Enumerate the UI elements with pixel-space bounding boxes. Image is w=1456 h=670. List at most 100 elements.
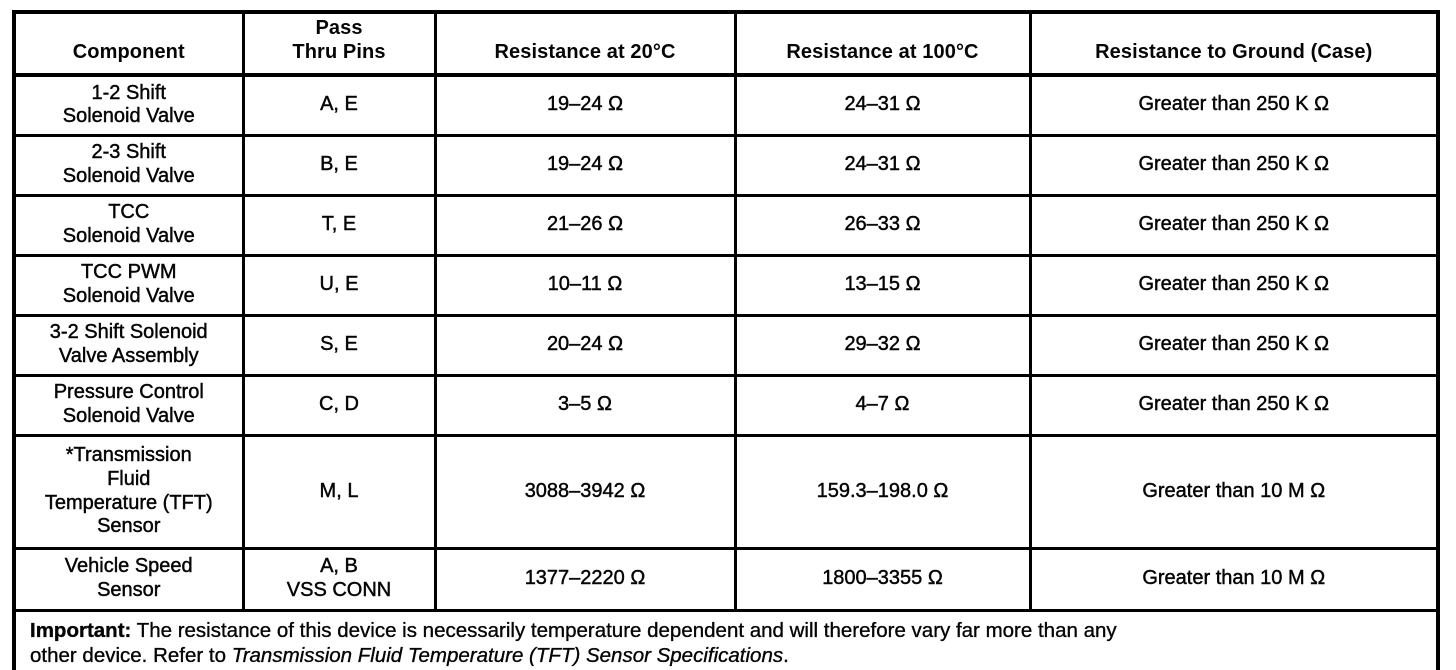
cell-text: Solenoid Valve xyxy=(62,285,195,307)
table-body: 1-2 Shift Solenoid Valve A, E 19–24 Ω 24–31 … xyxy=(12,73,1440,670)
table-row: TCC Solenoid Valve T, E 21–26 Ω 26–33 Ω Great… xyxy=(12,193,1440,257)
cell-text: TCC xyxy=(108,201,150,224)
table-row: TCC PWM Solenoid Valve U, E 10–11 Ω 13–15 Ω G… xyxy=(12,253,1440,317)
cell-text: 29–32 Ω xyxy=(844,333,921,356)
cell-text: Pressure Control xyxy=(53,381,204,404)
pass-thru-pins-cell: A, B VSS CONN xyxy=(241,546,437,612)
important-note-row: Important: The resistance of this device… xyxy=(12,608,1440,670)
table-row: Vehicle Speed Sensor A, B VSS CONN 1377–2220… xyxy=(12,546,1440,612)
header-resistance-ground: Resistance to Ground (Case) xyxy=(1028,10,1440,77)
resistance-20c-cell: 3–5 Ω xyxy=(433,373,737,437)
resistance-100c-cell: 4–7 Ω xyxy=(733,373,1032,437)
cell-text: 21–26 Ω xyxy=(546,213,624,236)
cell-text: 24–31 Ω xyxy=(844,153,921,176)
cell-text: Vehicle Speed xyxy=(64,555,193,578)
cell-text: Solenoid Valve xyxy=(62,225,195,247)
component-cell: TCC PWM Solenoid Valve xyxy=(12,253,245,317)
cell-text: B, E xyxy=(320,153,358,176)
table-row: 2-3 Shift Solenoid Valve B, E 19–24 Ω 24–31 … xyxy=(12,133,1440,197)
cell-text: Fluid xyxy=(107,467,151,490)
cell-text: M, L xyxy=(319,479,359,502)
resistance-100c-cell: 159.3–198.0 Ω xyxy=(733,433,1032,550)
cell-text: 2-3 Shift xyxy=(91,141,166,164)
note-text: other device. Refer to xyxy=(30,644,232,668)
cell-text: 3088–3942 Ω xyxy=(524,479,646,502)
cell-text: Temperature (TFT) xyxy=(44,491,213,514)
resistance-100c-cell: 24–31 Ω xyxy=(733,73,1032,137)
cell-text: VSS CONN xyxy=(286,579,392,601)
cell-text: Greater than 250 K Ω xyxy=(1138,93,1330,116)
cell-text: A, B xyxy=(320,555,358,578)
cell-text: 1377–2220 Ω xyxy=(524,567,646,590)
resistance-ground-cell: Greater than 250 K Ω xyxy=(1028,133,1440,197)
resistance-ground-cell: Greater than 10 M Ω xyxy=(1028,433,1440,550)
header-resistance-100c: Resistance at 100°C xyxy=(733,10,1032,77)
cell-text: 13–15 Ω xyxy=(844,273,921,296)
cell-text: Greater than 250 K Ω xyxy=(1138,393,1330,416)
resistance-spec-table: Component Pass Thru Pins Resistance at 2… xyxy=(12,10,1440,670)
table-header: Component Pass Thru Pins Resistance at 2… xyxy=(12,10,1440,77)
important-note-cell: Important: The resistance of this device… xyxy=(12,608,1440,670)
resistance-20c-cell: 10–11 Ω xyxy=(433,253,737,317)
cell-text: TCC PWM xyxy=(80,261,177,284)
cell-text: Greater than 250 K Ω xyxy=(1138,213,1330,236)
pass-thru-pins-cell: B, E xyxy=(241,133,437,197)
header-component: Component xyxy=(12,10,245,77)
resistance-20c-cell: 19–24 Ω xyxy=(433,133,737,197)
resistance-20c-cell: 19–24 Ω xyxy=(433,73,737,137)
resistance-100c-cell: 13–15 Ω xyxy=(733,253,1032,317)
resistance-ground-cell: Greater than 250 K Ω xyxy=(1028,193,1440,257)
cell-text: 159.3–198.0 Ω xyxy=(816,479,949,502)
header-text: Component xyxy=(72,41,185,63)
cell-text: Solenoid Valve xyxy=(62,405,195,427)
component-cell: *Transmission Fluid Temperature (TFT) Senso… xyxy=(12,433,245,550)
component-cell: 2-3 Shift Solenoid Valve xyxy=(12,133,245,197)
header-resistance-20c: Resistance at 20°C xyxy=(433,10,737,77)
resistance-100c-cell: 26–33 Ω xyxy=(733,193,1032,257)
cell-text: 1800–3355 Ω xyxy=(822,567,943,590)
resistance-20c-cell: 21–26 Ω xyxy=(433,193,737,257)
cell-text: 3-2 Shift Solenoid xyxy=(49,321,208,344)
resistance-20c-cell: 1377–2220 Ω xyxy=(433,546,737,612)
note-line-1: Important: The resistance of this device… xyxy=(30,618,1424,644)
header-text: Thru Pins xyxy=(292,41,386,63)
cell-text: 19–24 Ω xyxy=(546,153,624,176)
cell-text: Greater than 250 K Ω xyxy=(1138,153,1330,176)
resistance-100c-cell: 24–31 Ω xyxy=(733,133,1032,197)
note-text: The resistance of this device is necessa… xyxy=(131,618,1117,642)
header-text: Resistance to Ground (Case) xyxy=(1095,41,1373,63)
cell-text: 3–5 Ω xyxy=(558,393,612,416)
pass-thru-pins-cell: T, E xyxy=(241,193,437,257)
resistance-20c-cell: 3088–3942 Ω xyxy=(433,433,737,550)
cell-text: Greater than 250 K Ω xyxy=(1138,333,1330,356)
component-cell: TCC Solenoid Valve xyxy=(12,193,245,257)
cell-text: 19–24 Ω xyxy=(546,93,624,116)
cell-text: 26–33 Ω xyxy=(844,213,921,236)
cell-text: Valve Assembly xyxy=(58,345,199,367)
component-cell: 1-2 Shift Solenoid Valve xyxy=(12,73,245,137)
header-text: Pass xyxy=(315,17,363,39)
note-text: . xyxy=(783,644,789,668)
pass-thru-pins-cell: A, E xyxy=(241,73,437,137)
cell-text: Solenoid Valve xyxy=(62,165,195,187)
table-row: 3-2 Shift Solenoid Valve Assembly S, E 20–2… xyxy=(12,313,1440,377)
pass-thru-pins-cell: S, E xyxy=(241,313,437,377)
header-text: Resistance at 100°C xyxy=(786,41,979,63)
component-cell: 3-2 Shift Solenoid Valve Assembly xyxy=(12,313,245,377)
cell-text: 10–11 Ω xyxy=(547,273,623,296)
resistance-ground-cell: Greater than 250 K Ω xyxy=(1028,253,1440,317)
header-text: Resistance at 20°C xyxy=(494,41,676,63)
resistance-ground-cell: Greater than 10 M Ω xyxy=(1028,546,1440,612)
resistance-ground-cell: Greater than 250 K Ω xyxy=(1028,373,1440,437)
cell-text: 1-2 Shift xyxy=(91,81,166,104)
note-line-2: other device. Refer to Transmission Flui… xyxy=(30,643,1424,669)
cell-text: Greater than 10 M Ω xyxy=(1142,479,1326,502)
cell-text: S, E xyxy=(320,333,358,356)
cell-text: U, E xyxy=(319,273,359,296)
pass-thru-pins-cell: M, L xyxy=(241,433,437,550)
cell-text: A, E xyxy=(320,93,358,116)
component-cell: Vehicle Speed Sensor xyxy=(12,546,245,612)
pass-thru-pins-cell: C, D xyxy=(241,373,437,437)
table-row: 1-2 Shift Solenoid Valve A, E 19–24 Ω 24–31 … xyxy=(12,73,1440,137)
